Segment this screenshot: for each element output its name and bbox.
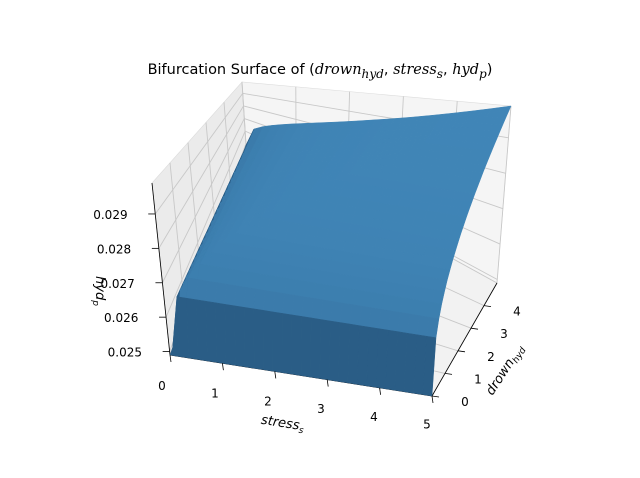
surface-patch [272,311,283,373]
surface-patch [186,277,198,300]
x-tick-label-5: 5 [423,418,431,432]
title-prefix: Bifurcation Surface of [147,62,310,78]
x-tick-label-4: 4 [370,410,378,424]
y-axis-line [431,282,498,397]
z-tick-label-0.029: 0.029 [93,208,127,222]
x-tick-mark-1 [222,363,224,371]
y-tick-mark-1 [444,373,453,375]
z-tick-label-0.027: 0.027 [100,277,134,291]
surface-patch [262,310,274,372]
surface-patch [319,319,331,381]
surface-patch [338,322,350,384]
y-tick-label-3: 3 [500,327,508,341]
y-tick-mark-2 [457,350,466,353]
z-axis-line [151,182,171,356]
surface-patch [205,280,218,303]
y-tick-label-4: 4 [513,305,521,319]
grid-left-z-1 [165,130,246,318]
y-tick-label-0: 0 [461,395,469,409]
grid-left-drown-4 [223,102,232,188]
surface-patch [328,320,341,382]
grid-left-z-3 [158,105,244,249]
surface-patch [310,317,322,379]
grid-back-stress-5 [496,105,512,284]
x-tick-label-0: 0 [158,379,166,393]
x-tick-mark-5 [431,395,434,404]
chart-title: Bifurcation Surface of (drownhyd, stress… [147,62,493,81]
y-tick-mark-0 [431,395,440,398]
surface-patch [291,314,302,376]
surface-patch [169,296,180,357]
x-tick-mark-0 [169,354,172,363]
x-tick-mark-4 [379,387,381,395]
z-tick-label-0.028: 0.028 [97,242,131,256]
z-tick-label-0.026: 0.026 [104,311,138,325]
surface-patch [300,316,312,378]
y-tick-label-2: 2 [487,350,495,364]
surface-patch [282,313,293,375]
z-tick-label-0.025: 0.025 [108,346,142,360]
grid-left-drown-3 [205,122,217,230]
surface-patch [195,279,208,302]
x-tick-label-3: 3 [317,402,325,416]
x-tick-mark-2 [274,371,277,379]
surface-patch [243,307,255,369]
x-tick-mark-3 [326,379,329,387]
x-tick-label-1: 1 [211,387,219,401]
x-tick-label-2: 2 [264,394,272,408]
surface-patch [253,308,264,370]
grid-left-z-4 [154,93,244,215]
surface-patch [224,304,236,366]
surface-mesh [169,105,512,397]
x-axis-label: stresss [260,413,306,437]
y-tick-mark-3 [470,327,479,330]
z-axis-label: hydp [90,276,107,306]
grid-left-drown-5 [241,81,247,146]
y-tick-mark-4 [483,305,492,307]
surface-patch [234,305,246,367]
grid-left-z-2 [162,118,245,283]
surface-patch [214,282,227,305]
y-tick-label-1: 1 [474,372,482,386]
